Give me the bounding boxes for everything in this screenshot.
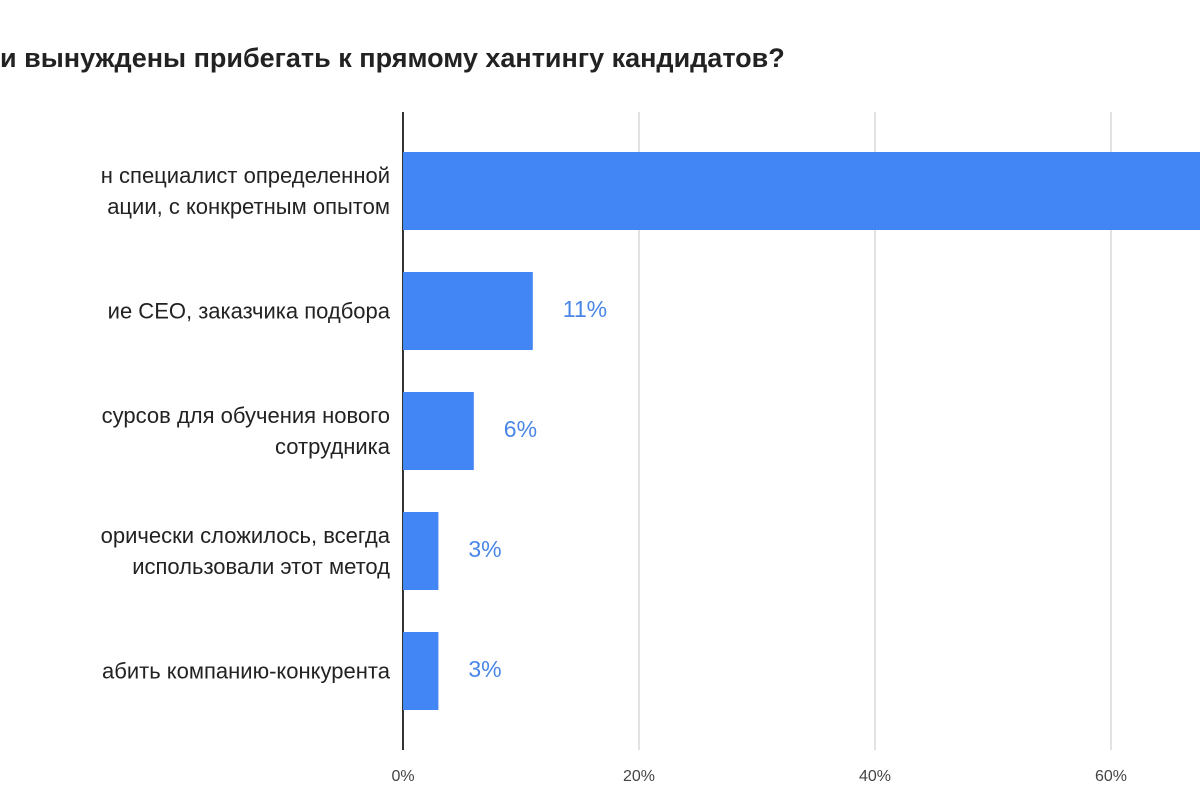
y-tick-label: н специалист определенной ации, с конкре… <box>100 163 390 219</box>
bar <box>403 152 1200 230</box>
y-tick-label: сурсов для обучения нового сотрудника <box>101 403 390 459</box>
chart-title: и вынуждены прибегать к прямому хантингу… <box>0 43 785 73</box>
x-tick-label: 40% <box>859 768 891 785</box>
y-tick-label: абить компанию-конкурента <box>102 658 390 684</box>
value-label: 11% <box>563 296 607 322</box>
bar <box>403 392 474 470</box>
x-tick-label: 0% <box>391 768 414 785</box>
bar <box>403 632 439 710</box>
x-tick-label: 20% <box>623 768 655 785</box>
y-tick-label: орически сложилось, всегда использовали … <box>100 523 390 579</box>
y-tick-label: ие CEO, заказчика подбора <box>107 298 390 324</box>
bar <box>403 512 439 590</box>
bar <box>403 272 533 350</box>
value-label: 6% <box>504 416 537 442</box>
x-tick-label: 60% <box>1095 768 1127 785</box>
value-label: 3% <box>468 536 501 562</box>
value-label: 3% <box>468 656 501 682</box>
